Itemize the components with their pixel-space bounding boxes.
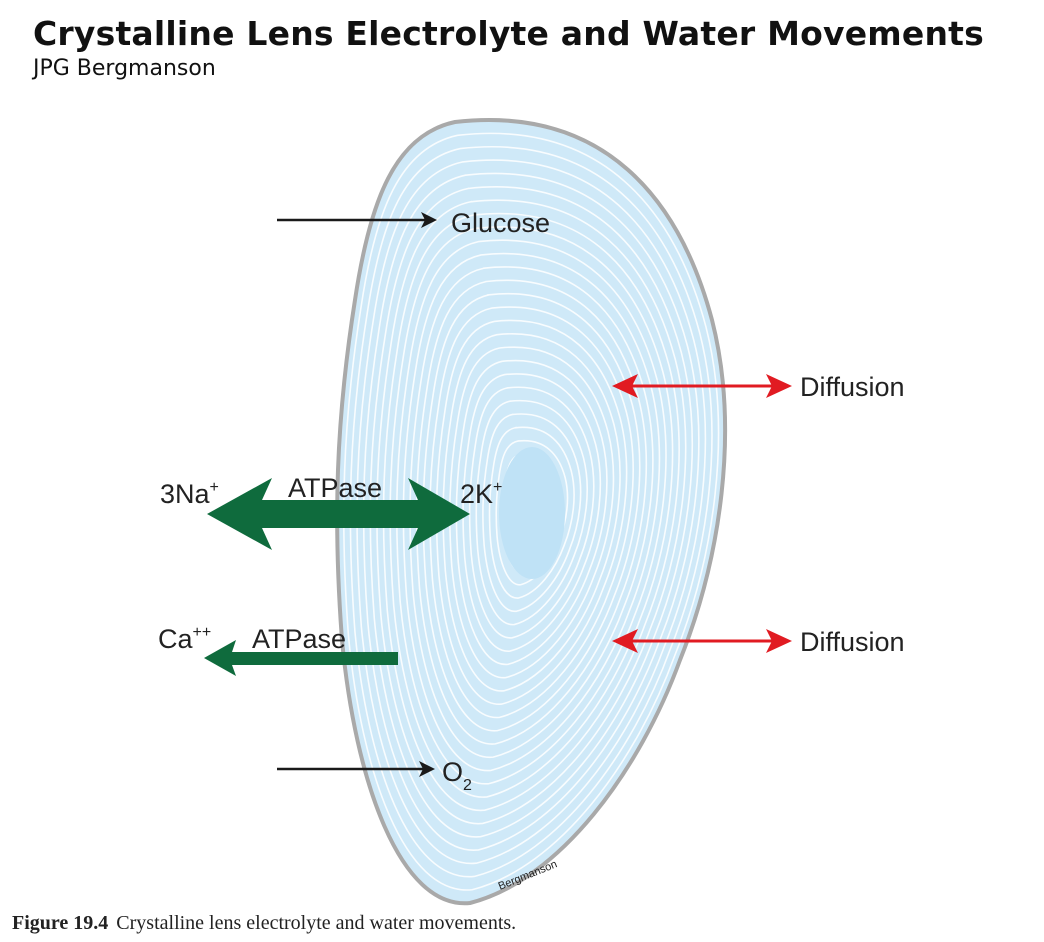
lens-ring	[389, 226, 674, 798]
figure-caption: Figure 19.4 Crystalline lens electrolyte …	[12, 912, 516, 935]
atpase-calcium-label: ATPase	[252, 624, 346, 654]
caption-text: Crystalline lens electrolyte and water m…	[116, 912, 517, 934]
lens-ring	[462, 373, 602, 652]
lens-capsule	[335, 118, 728, 906]
lens-ring	[482, 413, 582, 613]
lens-ring	[448, 346, 615, 679]
oxygen-label: O2	[442, 757, 472, 794]
atpase-pump-label: ATPase	[288, 473, 382, 503]
glucose-label: Glucose	[451, 208, 550, 238]
lens-ring	[429, 306, 634, 719]
lens-ring	[488, 426, 575, 599]
figure-title: Crystalline Lens Electrolyte and Water M…	[33, 14, 984, 53]
lens-ring	[495, 439, 569, 586]
lens-ring	[362, 172, 700, 851]
lens-ring	[475, 399, 588, 626]
calcium-label: Ca++	[158, 624, 211, 654]
diffusion-arrow-lower	[612, 629, 792, 653]
lens-ring	[376, 199, 687, 825]
lens-ring	[402, 252, 661, 772]
lens-ring	[422, 292, 641, 732]
lens-ring	[342, 132, 720, 891]
lens-ring	[409, 266, 654, 758]
lens-ring	[395, 239, 667, 785]
lens-ring	[435, 319, 628, 705]
figure-number: Figure 19.4	[12, 912, 109, 934]
calcium-atpase-arrow	[204, 640, 398, 676]
oxygen-arrow	[277, 761, 435, 777]
lens-ring	[369, 186, 694, 838]
na-k-atpase-arrow	[207, 478, 470, 550]
lens-ring	[468, 386, 595, 639]
sodium-label: 3Na+	[160, 479, 219, 509]
figure-author: JPG Bergmanson	[33, 56, 216, 81]
lens-nucleus	[499, 447, 565, 579]
diffusion-label-lower: Diffusion	[800, 627, 905, 657]
lens-growth-rings	[342, 132, 720, 891]
lens-ring	[349, 146, 713, 878]
lens-ring	[356, 159, 707, 865]
lens-ring	[442, 333, 621, 692]
lens-ring	[382, 212, 680, 811]
diffusion-label-upper: Diffusion	[800, 372, 905, 402]
lens-ring	[455, 359, 608, 666]
lens-ring	[415, 279, 648, 745]
potassium-label: 2K+	[460, 479, 502, 509]
diffusion-arrow-upper	[612, 374, 792, 398]
glucose-arrow	[277, 212, 437, 228]
